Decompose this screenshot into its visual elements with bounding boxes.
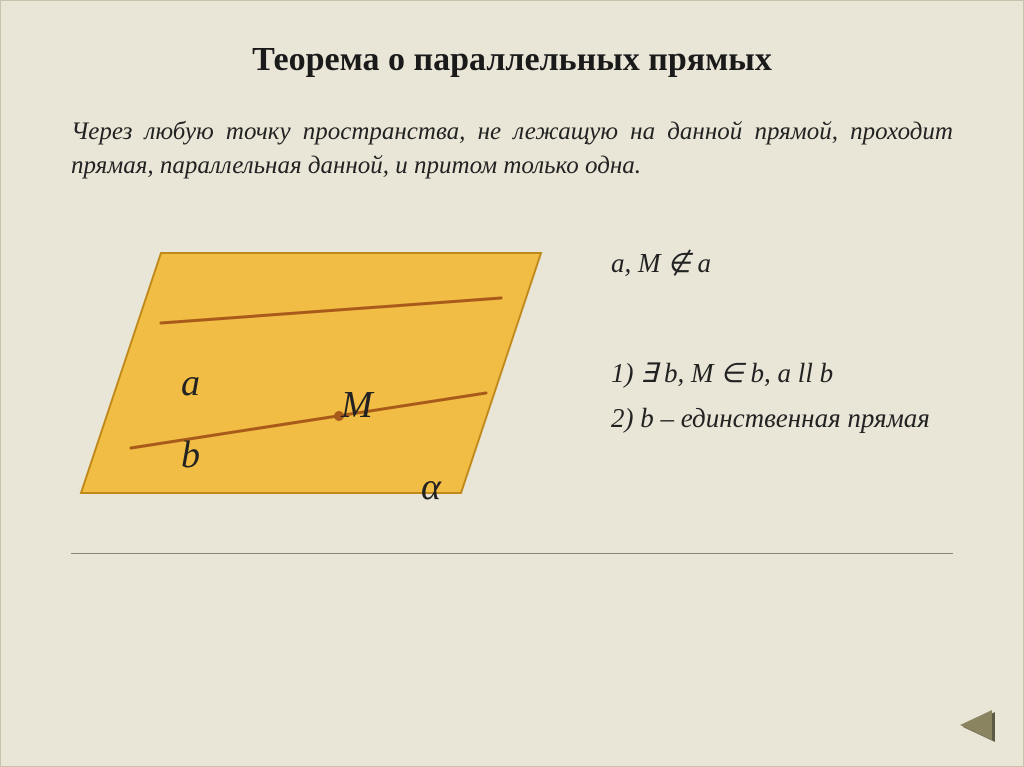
label-m: M bbox=[341, 383, 373, 427]
plane-diagram-svg bbox=[71, 233, 551, 513]
content-row: a M b α a, M ∉ a 1) ∃ b, M ∈ b, a ll b 2… bbox=[71, 233, 953, 513]
label-a: a bbox=[181, 361, 200, 405]
page-title: Теорема о параллельных прямых bbox=[71, 41, 953, 79]
label-alpha: α bbox=[421, 465, 441, 509]
prev-slide-button[interactable] bbox=[957, 708, 999, 746]
math-column: a, M ∉ a 1) ∃ b, M ∈ b, a ll b 2) b – ед… bbox=[611, 233, 953, 443]
theorem-text: Через любую точку пространства, не лежащ… bbox=[71, 115, 953, 183]
plane-shape bbox=[81, 253, 541, 493]
label-b: b bbox=[181, 433, 200, 477]
statement-2: 2) b – единственная прямая bbox=[611, 398, 953, 439]
statement-1: 1) ∃ b, M ∈ b, a ll b bbox=[611, 353, 953, 394]
given-line: a, M ∉ a bbox=[611, 243, 953, 284]
bottom-rule bbox=[71, 553, 953, 554]
diagram: a M b α bbox=[71, 233, 551, 513]
triangle-left-icon bbox=[957, 708, 999, 746]
